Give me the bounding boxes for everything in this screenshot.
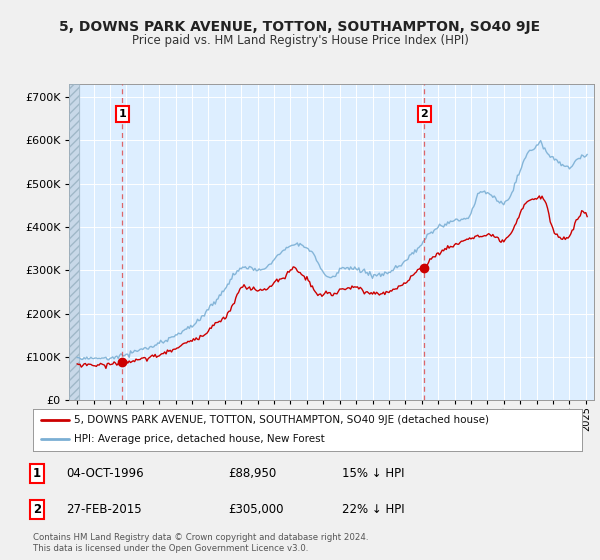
Text: 1: 1 <box>118 109 126 119</box>
Text: Contains HM Land Registry data © Crown copyright and database right 2024.
This d: Contains HM Land Registry data © Crown c… <box>33 533 368 553</box>
Bar <box>69 84 79 400</box>
Text: HPI: Average price, detached house, New Forest: HPI: Average price, detached house, New … <box>74 434 325 444</box>
Text: 5, DOWNS PARK AVENUE, TOTTON, SOUTHAMPTON, SO40 9JE: 5, DOWNS PARK AVENUE, TOTTON, SOUTHAMPTO… <box>59 20 541 34</box>
Text: £88,950: £88,950 <box>228 466 276 480</box>
Text: 2: 2 <box>33 503 41 516</box>
Bar <box>69 84 79 400</box>
Text: 2: 2 <box>421 109 428 119</box>
Text: 22% ↓ HPI: 22% ↓ HPI <box>342 503 404 516</box>
Text: Price paid vs. HM Land Registry's House Price Index (HPI): Price paid vs. HM Land Registry's House … <box>131 34 469 46</box>
Text: 1: 1 <box>33 466 41 480</box>
Text: 27-FEB-2015: 27-FEB-2015 <box>66 503 142 516</box>
Text: 5, DOWNS PARK AVENUE, TOTTON, SOUTHAMPTON, SO40 9JE (detached house): 5, DOWNS PARK AVENUE, TOTTON, SOUTHAMPTO… <box>74 415 489 425</box>
Text: 04-OCT-1996: 04-OCT-1996 <box>66 466 143 480</box>
Text: 15% ↓ HPI: 15% ↓ HPI <box>342 466 404 480</box>
Text: £305,000: £305,000 <box>228 503 284 516</box>
